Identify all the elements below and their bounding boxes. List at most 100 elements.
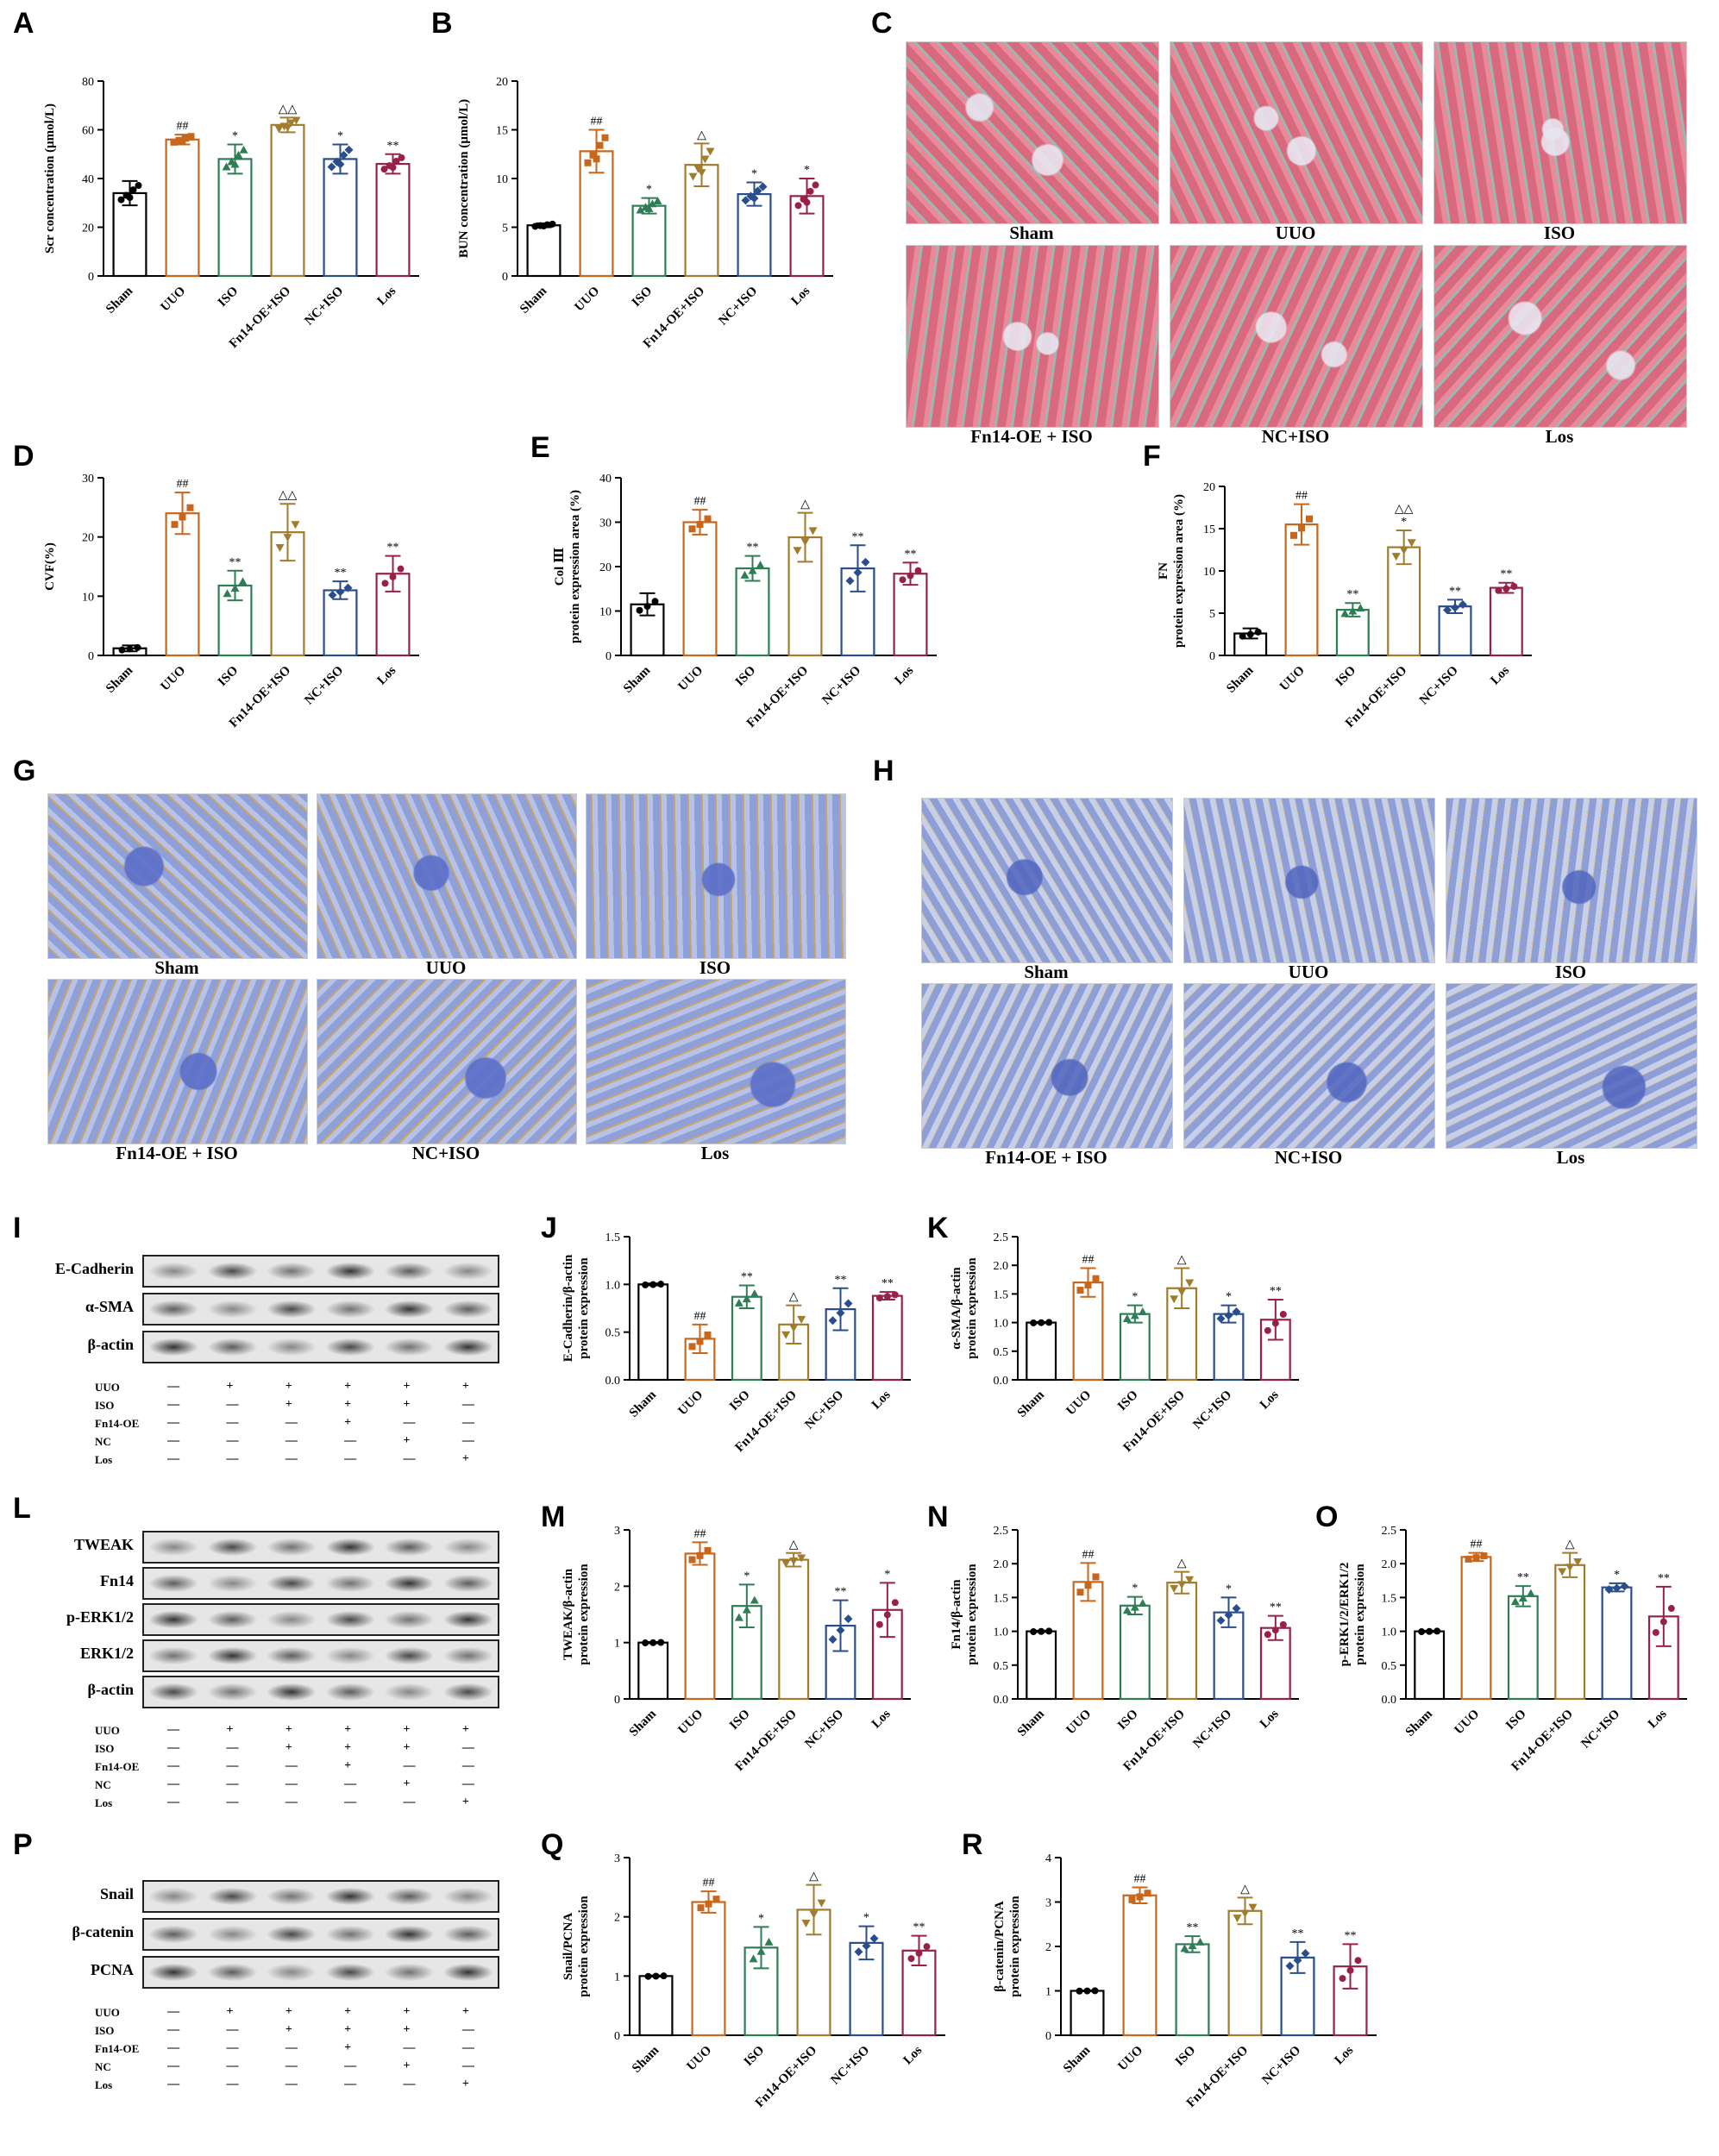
chart-M: 0 1 2 3 TWEAK/β-actin protein expression Sham U…: [561, 1525, 911, 1774]
data-point: [1472, 1554, 1480, 1562]
x-tick-label: UUO: [1277, 664, 1308, 694]
panel-letter-H: H: [873, 755, 894, 787]
data-point: [700, 155, 710, 164]
bar: [526, 224, 561, 278]
blot-condition-sign: —: [461, 1398, 474, 1411]
blot-condition-label: ISO: [95, 2024, 115, 2037]
data-point: [327, 162, 336, 172]
data-point: [336, 587, 345, 597]
x-tick-label: Los: [1258, 1707, 1282, 1731]
data-point: [1510, 1597, 1520, 1606]
blot-condition-sign: —: [403, 2041, 416, 2054]
bar: [1070, 1990, 1105, 2037]
blot-condition-sign: +: [344, 1741, 352, 1754]
bar: [637, 1283, 669, 1382]
x-tick-label: NC+ISO: [1259, 2044, 1303, 2088]
data-point: [734, 1613, 743, 1621]
data-point: [907, 572, 914, 580]
micrograph-label: Sham: [1009, 222, 1054, 243]
blot-condition-sign: —: [285, 1796, 298, 1808]
data-point: [118, 646, 126, 654]
data-point: [1518, 1593, 1528, 1601]
x-tick-label: ISO: [630, 285, 656, 310]
bar: [323, 589, 358, 657]
y-axis-label: TWEAK/β-actin: [561, 1568, 575, 1660]
blot-condition-sign: +: [461, 1380, 469, 1393]
x-tick-label: Sham: [621, 663, 654, 696]
bar: [1026, 1321, 1057, 1382]
y-axis-label: Snail/PCNA: [561, 1913, 575, 1981]
data-point: [741, 196, 750, 205]
data-point: [1092, 1275, 1100, 1282]
blot-condition-label: Los: [95, 1453, 113, 1466]
significance-label: **: [229, 556, 242, 569]
data-point: [915, 1949, 923, 1957]
blot-condition-label: ISO: [95, 1742, 115, 1755]
y-axis-label: protein expression: [965, 1257, 979, 1359]
micrograph-image: [1446, 798, 1697, 963]
y-tick-label: 80: [82, 76, 94, 89]
significance-label: ##: [1134, 1873, 1146, 1886]
chart-A: 0 20 40 60 80 Scr concentration (μmol/L) Sham U…: [43, 76, 419, 351]
bar: [323, 158, 358, 278]
micrograph-label: UUO: [425, 957, 467, 978]
data-point: [339, 150, 348, 160]
data-point: [800, 538, 810, 547]
data-point: [328, 591, 337, 600]
data-point: [756, 561, 765, 569]
data-point: [1122, 1606, 1132, 1614]
y-tick-label: 3: [1045, 1897, 1051, 1910]
significance-label: **: [835, 1586, 847, 1599]
panel-letter-C: C: [871, 7, 893, 40]
data-point: [891, 1599, 899, 1607]
data-point: [869, 1934, 879, 1943]
blot-band-label: α-SMA: [85, 1298, 134, 1315]
blot-condition-sign: —: [344, 1777, 357, 1790]
data-point: [1188, 1941, 1197, 1950]
blot-condition-label: UUO: [95, 2006, 120, 2019]
x-tick-label: UUO: [675, 664, 706, 694]
y-tick-label: 10: [82, 591, 94, 604]
data-point: [589, 151, 597, 159]
blot-condition-sign: —: [344, 1796, 357, 1808]
data-point: [875, 1294, 883, 1302]
y-axis-label: protein expression area (%): [568, 490, 582, 643]
blot-band-label: β-actin: [87, 1336, 134, 1353]
micrograph-label: Los: [700, 1143, 730, 1163]
significance-label: △: [1177, 1254, 1187, 1267]
data-point: [1045, 1319, 1053, 1326]
bar: [1601, 1586, 1633, 1701]
x-tick-label: Los: [1488, 663, 1512, 687]
blot-band: [142, 1293, 499, 1326]
y-axis-label: protein expression: [577, 1257, 591, 1359]
data-point: [179, 513, 186, 521]
significance-label: ##: [694, 495, 706, 508]
blot-condition-label: NC: [95, 2060, 111, 2073]
data-point: [806, 187, 814, 195]
blot-band-label: β-catenin: [72, 1923, 134, 1940]
y-tick-label: 2: [1045, 1941, 1051, 1954]
blot-condition-sign: —: [285, 1452, 298, 1465]
data-point: [697, 169, 706, 178]
blot-condition-sign: +: [344, 2041, 352, 2054]
data-point: [899, 576, 907, 584]
bar: [638, 1975, 674, 2037]
blot-condition-sign: —: [167, 1759, 180, 1772]
data-point: [1451, 603, 1459, 612]
blot-condition-sign: +: [226, 2005, 234, 2018]
micrograph-label: UUO: [1275, 222, 1316, 243]
data-point: [531, 222, 539, 230]
bar: [1460, 1556, 1492, 1701]
blot-condition-sign: —: [285, 1434, 298, 1447]
blot-condition-sign: —: [403, 1759, 416, 1772]
significance-label: △△: [279, 489, 298, 502]
data-point: [1177, 1288, 1187, 1296]
data-point: [1354, 1957, 1362, 1965]
blot-band: [142, 1676, 499, 1708]
blot-band: [142, 1956, 499, 1989]
blot-condition-sign: +: [461, 2078, 469, 2090]
significance-label: *: [863, 1912, 869, 1925]
data-point: [1612, 1583, 1622, 1593]
data-point: [283, 123, 292, 132]
panel-letter-G: G: [13, 755, 36, 787]
